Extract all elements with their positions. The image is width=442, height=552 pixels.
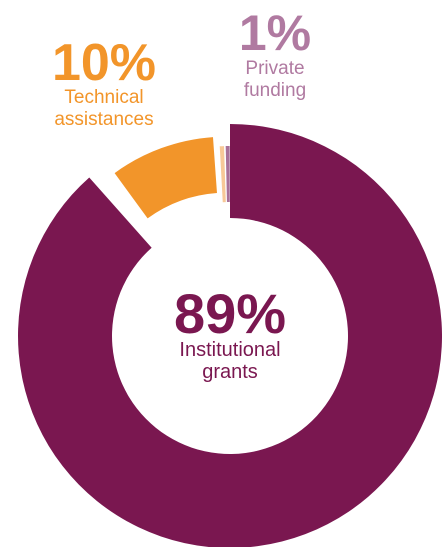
slice-sliver-light bbox=[219, 146, 226, 203]
slice-label-private-funding-line2: funding bbox=[244, 80, 306, 101]
slice-label-technical-assistances-line1: Technical bbox=[64, 87, 143, 108]
slice-label-institutional-grants-line1: Institutional bbox=[179, 339, 280, 361]
slice-institutional-grants bbox=[18, 124, 442, 548]
slice-percent-institutional-grants: 89% bbox=[174, 282, 286, 345]
slice-technical-assistances bbox=[114, 137, 217, 219]
slice-label-private-funding-line1: Private bbox=[245, 58, 304, 79]
slice-private-funding bbox=[225, 146, 230, 203]
slice-label-institutional-grants-line2: grants bbox=[202, 361, 258, 383]
slice-percent-technical-assistances: 10% bbox=[52, 34, 156, 92]
slice-label-technical-assistances-line2: assistances bbox=[54, 109, 153, 130]
slice-percent-private-funding: 1% bbox=[239, 5, 311, 61]
donut-slices bbox=[18, 124, 442, 548]
